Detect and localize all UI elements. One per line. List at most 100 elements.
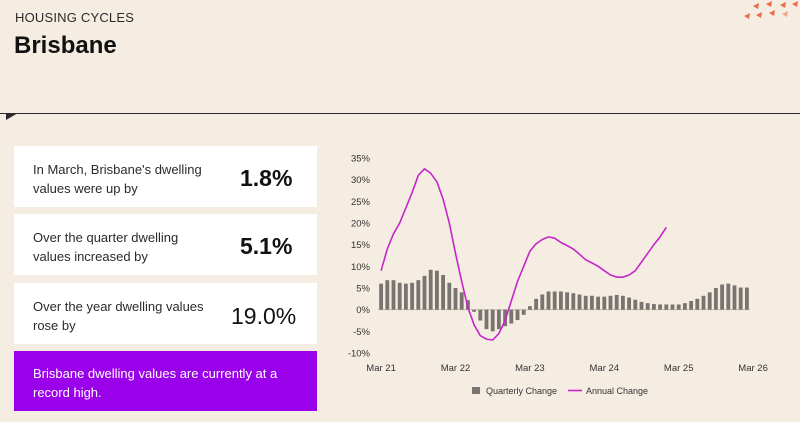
quarterly-change-bar <box>379 283 384 310</box>
stat-card-annual: Over the year dwelling values rose by 19… <box>14 283 317 344</box>
quarterly-change-bar <box>583 295 588 310</box>
quarterly-change-bar <box>416 280 421 310</box>
quarterly-change-bar <box>521 309 526 315</box>
quarterly-change-bar <box>738 287 743 310</box>
quarterly-change-bar <box>732 285 737 310</box>
quarterly-change-bar <box>527 306 532 310</box>
deco-triangle <box>782 11 788 17</box>
deco-triangle <box>769 10 775 16</box>
x-tick-label: Mar 23 <box>515 363 545 374</box>
quarterly-change-bar <box>614 294 619 310</box>
quarterly-change-bar <box>713 288 718 310</box>
quarterly-change-bar <box>397 282 402 310</box>
quarterly-change-bar <box>608 295 613 310</box>
housing-cycle-chart: 35% 30% 25% 20% 15% 10% 5% 0% -5% -10% Mar 21 Mar 2… <box>348 154 768 397</box>
y-tick-label: 5% <box>356 284 370 295</box>
deco-triangle <box>780 2 786 8</box>
quarterly-change-bar <box>422 275 427 310</box>
quarterly-change-bar <box>720 284 725 310</box>
stat-value: 19.0% <box>231 303 297 329</box>
quarterly-change-bar <box>552 291 557 310</box>
deco-triangle <box>753 3 759 9</box>
quarterly-change-bar <box>658 304 663 310</box>
quarterly-change-bar <box>602 296 607 310</box>
y-tick-label: 0% <box>356 305 370 316</box>
quarterly-change-bar <box>540 294 545 310</box>
x-tick-label: Mar 26 <box>738 363 768 374</box>
quarterly-change-bar <box>620 295 625 310</box>
y-tick-label: -10% <box>348 349 371 360</box>
quarterly-change-bar <box>645 303 650 310</box>
quarterly-change-bar <box>428 269 433 310</box>
quarterly-change-bar <box>695 298 700 310</box>
stat-description: Over the quarter dwelling values increas… <box>33 230 179 264</box>
quarterly-change-bar <box>385 280 390 310</box>
header-divider <box>0 113 800 114</box>
y-tick-label: 15% <box>351 240 371 251</box>
quarterly-change-bar <box>726 283 731 310</box>
quarterly-change-bar <box>707 292 712 310</box>
quarterly-change-bar <box>651 304 656 310</box>
annual-change-line <box>380 168 667 341</box>
x-tick-label: Mar 24 <box>590 363 620 374</box>
deco-triangle <box>792 1 798 7</box>
deco-triangle <box>766 1 772 7</box>
record-high-callout: Brisbane dwelling values are currently a… <box>14 351 317 411</box>
quarterly-change-bar <box>490 309 495 332</box>
stat-description: Over the year dwelling values rose by <box>33 299 204 333</box>
y-tick-label: 30% <box>351 175 371 186</box>
quarterly-change-bar <box>571 293 576 310</box>
quarterly-change-bar <box>403 283 408 310</box>
quarterly-change-bar <box>664 304 669 310</box>
x-tick-label: Mar 21 <box>366 363 396 374</box>
y-tick-label: 25% <box>351 197 371 208</box>
legend-label-annual: Annual Change <box>586 386 648 396</box>
quarterly-change-bar <box>670 304 675 310</box>
stat-value: 5.1% <box>240 233 293 259</box>
deco-triangle <box>744 13 750 19</box>
quarterly-change-bar <box>441 275 446 310</box>
quarterly-change-bar <box>478 309 483 321</box>
quarterly-change-bar <box>577 294 582 310</box>
quarterly-change-bar <box>453 288 458 310</box>
y-tick-label: 20% <box>351 219 371 230</box>
y-tick-label: 10% <box>351 262 371 273</box>
quarterly-change-bar <box>639 301 644 310</box>
quarterly-change-bar <box>565 292 570 310</box>
stat-card-quarterly: Over the quarter dwelling values increas… <box>14 214 317 275</box>
page-title: Brisbane <box>14 32 117 59</box>
corner-decoration <box>744 1 798 19</box>
quarterly-change-bar <box>434 270 439 310</box>
quarterly-change-bar <box>558 291 563 310</box>
quarterly-change-bar <box>744 287 749 310</box>
deco-triangle <box>756 12 762 18</box>
legend-swatch-quarterly <box>472 387 480 394</box>
x-tick-label: Mar 22 <box>441 363 471 374</box>
quarterly-change-bar <box>410 282 415 310</box>
quarterly-change-bar <box>459 292 464 310</box>
quarterly-change-bar <box>391 280 396 310</box>
section-kicker: HOUSING CYCLES <box>15 10 135 25</box>
quarterly-change-bar <box>689 301 694 310</box>
y-tick-label: -5% <box>353 327 370 338</box>
stat-card-monthly: In March, Brisbane's dwelling values wer… <box>14 146 317 207</box>
quarterly-change-bar <box>627 297 632 310</box>
quarterly-change-bar <box>484 309 489 330</box>
quarterly-change-bar <box>546 291 551 310</box>
quarterly-change-bar <box>447 282 452 310</box>
y-tick-label: 35% <box>351 154 371 165</box>
quarterly-change-bar <box>633 299 638 310</box>
quarterly-change-bar <box>472 309 477 312</box>
quarterly-change-bar <box>682 303 687 310</box>
quarterly-change-bar <box>701 295 706 310</box>
quarterly-change-bar <box>596 296 601 310</box>
quarterly-change-bar <box>509 309 514 324</box>
x-tick-label: Mar 25 <box>664 363 694 374</box>
divider-notch <box>6 113 18 120</box>
quarterly-change-bar <box>676 304 681 310</box>
legend-label-quarterly: Quarterly Change <box>486 386 557 396</box>
stat-value: 1.8% <box>240 165 293 191</box>
stat-description: In March, Brisbane's dwelling values wer… <box>33 162 202 196</box>
quarterly-change-bar <box>589 295 594 310</box>
quarterly-change-bar <box>496 309 501 330</box>
